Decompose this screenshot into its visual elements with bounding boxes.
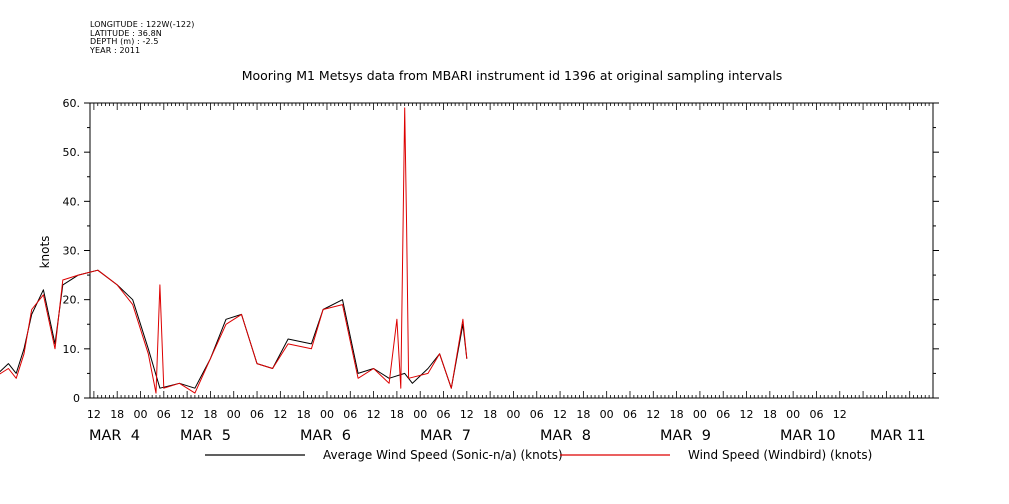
x-tick-label: 06 [437, 408, 451, 421]
x-tick-label: 12 [553, 408, 567, 421]
y-tick-label: 50. [63, 146, 81, 159]
x-tick-label: 06 [250, 408, 264, 421]
x-tick-label: 12 [367, 408, 381, 421]
latitude-text: LATITUDE : 36.8N [90, 28, 162, 38]
x-tick-label: 06 [530, 408, 544, 421]
legend-label: Wind Speed (Windbird) (knots) [688, 448, 872, 462]
x-tick-label: 18 [110, 408, 124, 421]
x-tick-label: 12 [273, 408, 287, 421]
series-line-average-wind-speed [0, 269, 468, 389]
x-tick-label: 18 [763, 408, 777, 421]
x-tick-label: 00 [786, 408, 800, 421]
x-tick-label: 00 [600, 408, 614, 421]
day-label: MAR 7 [420, 428, 471, 444]
day-label: MAR 6 [300, 428, 351, 444]
y-tick-label: 40. [63, 195, 81, 208]
x-tick-label: 00 [413, 408, 427, 421]
chart-title: Mooring M1 Metsys data from MBARI instru… [242, 68, 783, 83]
x-tick-label: 00 [134, 408, 148, 421]
x-tick-label: 00 [320, 408, 334, 421]
x-tick-label: 06 [623, 408, 637, 421]
legend: Average Wind Speed (Sonic-n/a) (knots) Wi… [205, 448, 872, 462]
x-tick-label: 18 [390, 408, 404, 421]
plot-frame [89, 102, 934, 399]
x-tick-label: 06 [809, 408, 823, 421]
x-tick-label: 12 [87, 408, 101, 421]
x-tick-label: 12 [833, 408, 847, 421]
y-axis-label: knots [38, 236, 52, 269]
depth-text: DEPTH (m) : -2.5 [90, 37, 159, 47]
longitude-text: LONGITUDE : 122W(-122) [90, 20, 195, 29]
day-label: MAR 11 [870, 428, 926, 444]
y-tick-label: 60. [63, 97, 81, 110]
year-text: YEAR : 2011 [90, 45, 141, 55]
x-tick-label: 18 [297, 408, 311, 421]
x-tick-label: 00 [506, 408, 520, 421]
x-tick-label: 06 [716, 408, 730, 421]
x-tick-label: 18 [483, 408, 497, 421]
day-label: MAR 8 [540, 428, 591, 444]
day-label: MAR 10 [780, 428, 836, 444]
y-tick-label: 20. [63, 294, 81, 307]
day-label: MAR 5 [180, 428, 231, 444]
day-label: MAR 9 [660, 428, 711, 444]
x-tick-label: 18 [576, 408, 590, 421]
y-tick-label: 10. [63, 343, 81, 356]
x-tick-label: 06 [157, 408, 171, 421]
x-tick-label: 18 [670, 408, 684, 421]
series-line-windbird-speed [0, 107, 468, 394]
legend-label: Average Wind Speed (Sonic-n/a) (knots) [323, 448, 563, 462]
day-label: MAR 4 [89, 428, 140, 444]
y-tick-label: 0 [73, 392, 80, 405]
x-tick-label: 12 [180, 408, 194, 421]
x-tick-label: 00 [693, 408, 707, 421]
station-metadata: LONGITUDE : 122W(-122) LATITUDE : 36.8N … [90, 20, 195, 55]
x-tick-label: 18 [203, 408, 217, 421]
x-tick-label: 00 [227, 408, 241, 421]
x-tick-label: 06 [343, 408, 357, 421]
x-tick-label: 12 [646, 408, 660, 421]
x-tick-label: 12 [740, 408, 754, 421]
y-tick-label: 30. [63, 245, 81, 258]
x-tick-label: 12 [460, 408, 474, 421]
